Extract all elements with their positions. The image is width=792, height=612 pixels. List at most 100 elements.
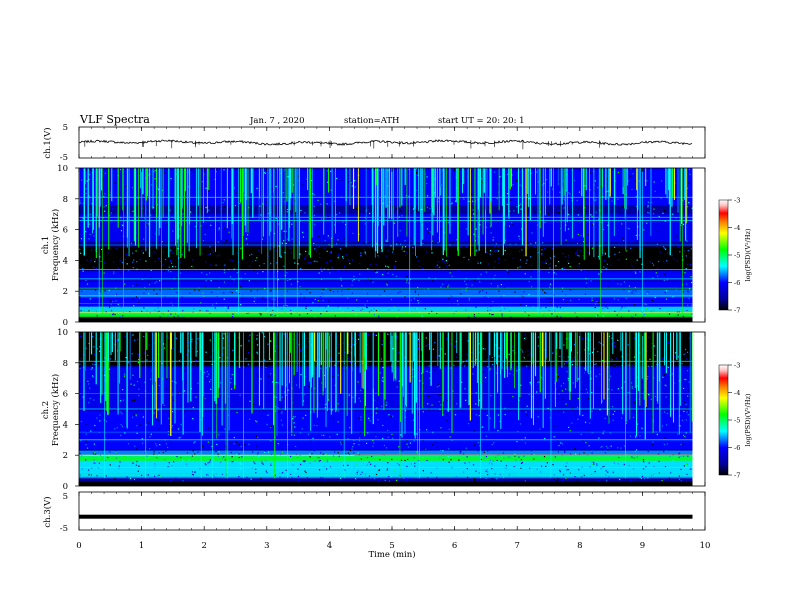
spec-speckle — [148, 281, 150, 283]
spec-speckle — [359, 273, 361, 275]
spec-speckle — [561, 479, 563, 481]
spec-speckle — [439, 393, 441, 396]
spec-speckle — [535, 383, 538, 385]
spec-speckle — [160, 206, 162, 208]
spec-speckle — [305, 305, 308, 308]
spec-speckle — [257, 272, 259, 274]
spec-speckle — [601, 400, 604, 402]
spec-speckle — [581, 216, 583, 218]
spec-speckle — [178, 341, 180, 343]
spec-speckle — [565, 224, 567, 226]
spec-speckle — [451, 439, 453, 441]
spec-speckle — [519, 259, 522, 261]
spec-speckle — [278, 239, 280, 241]
spec-speckle — [494, 260, 496, 263]
spec-speckle — [320, 267, 323, 269]
spec-speckle — [268, 247, 270, 249]
spec-speckle — [593, 281, 595, 283]
spec-speckle — [633, 402, 635, 404]
spec-speckle — [691, 172, 694, 174]
spec-speckle — [494, 274, 496, 277]
spec-speckle — [442, 449, 444, 452]
spec-speckle — [520, 384, 522, 386]
spec-speckle — [686, 473, 688, 476]
spec-speckle — [529, 467, 531, 469]
spec-speckle — [436, 467, 438, 469]
spec-speckle — [420, 478, 422, 481]
spec-speckle — [658, 453, 660, 455]
spec-speckle — [135, 398, 137, 401]
spec-speckle — [281, 420, 283, 423]
spec-speckle — [438, 393, 440, 395]
spec-speckle — [518, 200, 520, 203]
spec-speckle — [297, 475, 300, 478]
spec-speckle — [577, 254, 579, 256]
spec-speckle — [325, 453, 327, 455]
spec-speckle — [85, 231, 87, 233]
spec-speckle — [209, 264, 211, 266]
spec-speckle — [91, 375, 94, 377]
spec-speckle — [314, 260, 316, 262]
spec-speckle — [663, 210, 665, 212]
spec-speckle — [367, 353, 370, 356]
spec-speckle — [84, 391, 87, 393]
spec-speckle — [258, 284, 260, 286]
spec-speckle — [135, 284, 138, 286]
spec-speckle — [173, 233, 175, 235]
spec-speckle — [353, 452, 355, 454]
spec-speckle — [362, 429, 365, 431]
spec-speckle — [316, 235, 318, 238]
spec-speckle — [388, 218, 390, 220]
spec-speckle — [90, 423, 92, 426]
spec-speckle — [543, 247, 546, 249]
spec-speckle — [513, 213, 515, 215]
spec-speckle — [287, 389, 289, 391]
spec-speckle — [98, 301, 100, 303]
spec-speckle — [81, 468, 83, 470]
spec-speckle — [631, 382, 633, 384]
spec-speckle — [580, 433, 582, 435]
spec-speckle — [544, 437, 546, 440]
spec-speckle — [630, 247, 632, 249]
spec-speckle — [163, 404, 165, 406]
spec-speckle — [394, 199, 396, 201]
spec-speckle — [496, 393, 498, 395]
spec-speckle — [148, 422, 150, 424]
spec-speckle — [94, 414, 96, 416]
spec-speckle — [681, 419, 684, 421]
spec-speckle — [132, 462, 134, 464]
spec-speckle — [506, 192, 509, 195]
spec-speckle — [596, 387, 598, 389]
spec-speckle — [572, 359, 574, 361]
spec-speckle — [212, 185, 215, 187]
spec-speckle — [573, 243, 575, 245]
spec-speckle — [233, 436, 235, 439]
spec-speckle — [425, 393, 427, 396]
spec-speckle — [191, 338, 193, 340]
spec-speckle — [445, 391, 447, 393]
spec-speckle — [103, 272, 105, 274]
spec-speckle — [552, 352, 554, 354]
spec-speckle — [86, 169, 88, 171]
spec-speckle — [376, 271, 378, 273]
spec-speckle — [320, 268, 322, 270]
spec-speckle — [426, 370, 428, 373]
spec-speckle — [305, 345, 307, 347]
spec-speckle — [647, 477, 649, 479]
spec-speckle — [582, 414, 584, 417]
spec-speckle — [687, 291, 689, 293]
spec-speckle — [275, 234, 277, 236]
spec-speckle — [570, 434, 572, 436]
spec-speckle — [185, 198, 187, 200]
spec-speckle — [422, 411, 424, 413]
spec-speckle — [114, 182, 116, 184]
spec-speckle — [308, 381, 310, 383]
spec-speckle — [258, 265, 261, 267]
spec-speckle — [622, 210, 624, 212]
spec-speckle — [417, 347, 419, 350]
spec-speckle — [325, 444, 327, 447]
spec-speckle — [256, 338, 258, 340]
spec-speckle — [313, 242, 315, 245]
spec-speckle — [449, 284, 451, 286]
spec-speckle — [109, 306, 111, 308]
